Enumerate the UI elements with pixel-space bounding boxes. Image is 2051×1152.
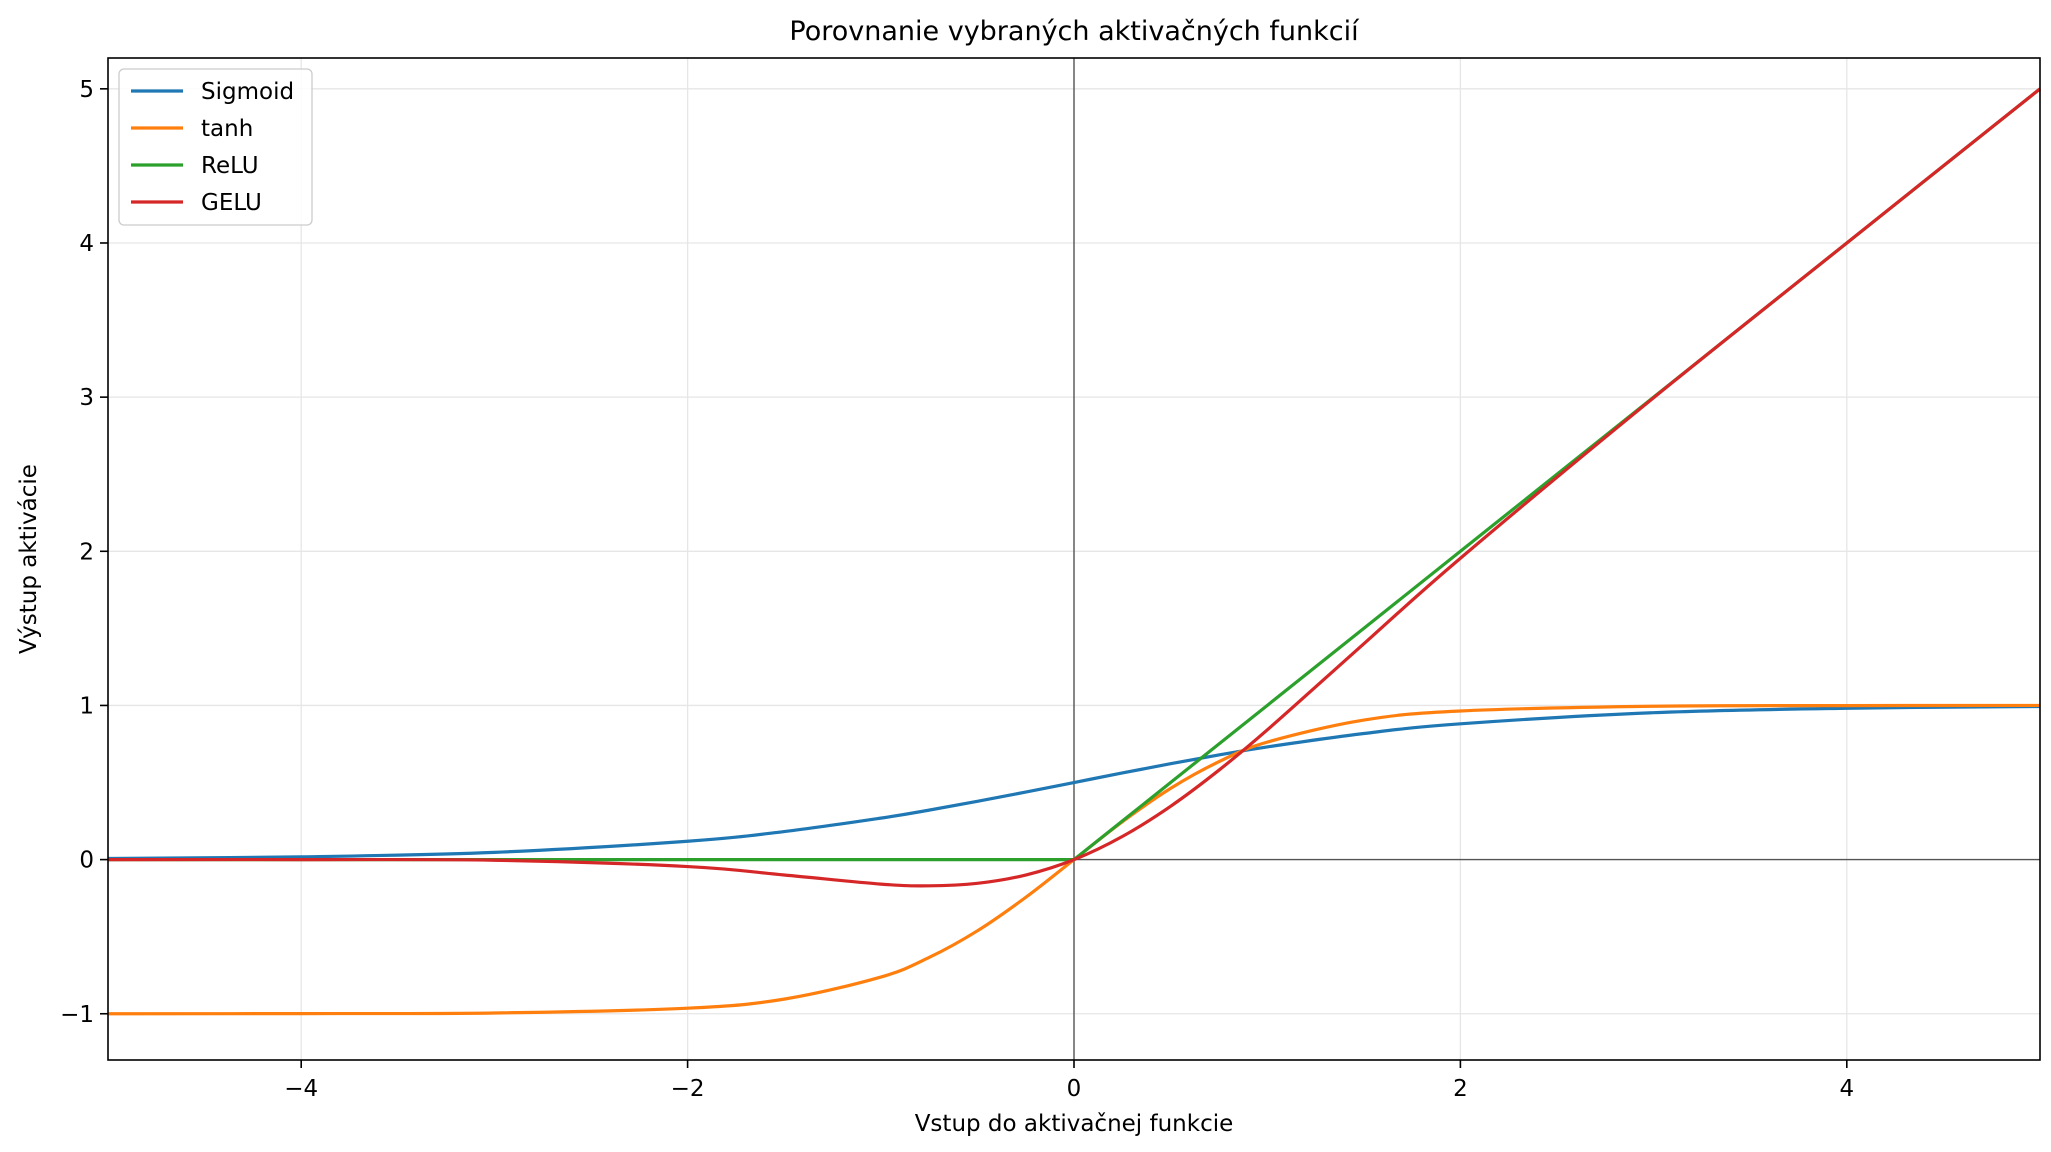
x-tick-label: 4 — [1839, 1076, 1854, 1102]
legend-label-tanh: tanh — [201, 116, 253, 142]
series-line-gelu — [107, 87, 2041, 888]
x-axis-label: Vstup do aktivačnej funkcie — [915, 1111, 1234, 1137]
y-tick-label: 2 — [79, 539, 94, 565]
y-tick-label: 1 — [79, 693, 94, 719]
legend-label-sigmoid: Sigmoid — [201, 79, 294, 105]
y-tick-label: 3 — [79, 385, 94, 411]
series-layer — [107, 87, 2041, 1016]
y-axis-ticks: −1 0 1 2 3 4 5 — [60, 77, 108, 1028]
legend: Sigmoid tanh ReLU GELU — [118, 68, 313, 226]
legend-items: Sigmoid tanh ReLU GELU — [131, 79, 294, 216]
x-tick-label: −4 — [284, 1076, 318, 1102]
legend-label-relu: ReLU — [201, 153, 259, 179]
y-axis-label: Výstup aktivácie — [16, 464, 42, 654]
x-tick-label: 0 — [1067, 1076, 1082, 1102]
y-tick-label: −1 — [60, 1002, 94, 1028]
series-line-sigmoid — [107, 704, 2041, 861]
y-tick-label: 5 — [79, 77, 94, 103]
y-tick-label: 4 — [79, 231, 94, 257]
x-tick-label: −2 — [671, 1076, 705, 1102]
legend-label-gelu: GELU — [201, 190, 262, 216]
legend-frame — [118, 68, 313, 226]
x-axis-ticks: −4 −2 0 2 4 — [284, 1060, 1854, 1102]
x-tick-label: 2 — [1453, 1076, 1468, 1102]
y-tick-label: 0 — [79, 848, 94, 874]
chart-title: Porovnanie vybraných aktivačných funkcií — [789, 16, 1360, 47]
